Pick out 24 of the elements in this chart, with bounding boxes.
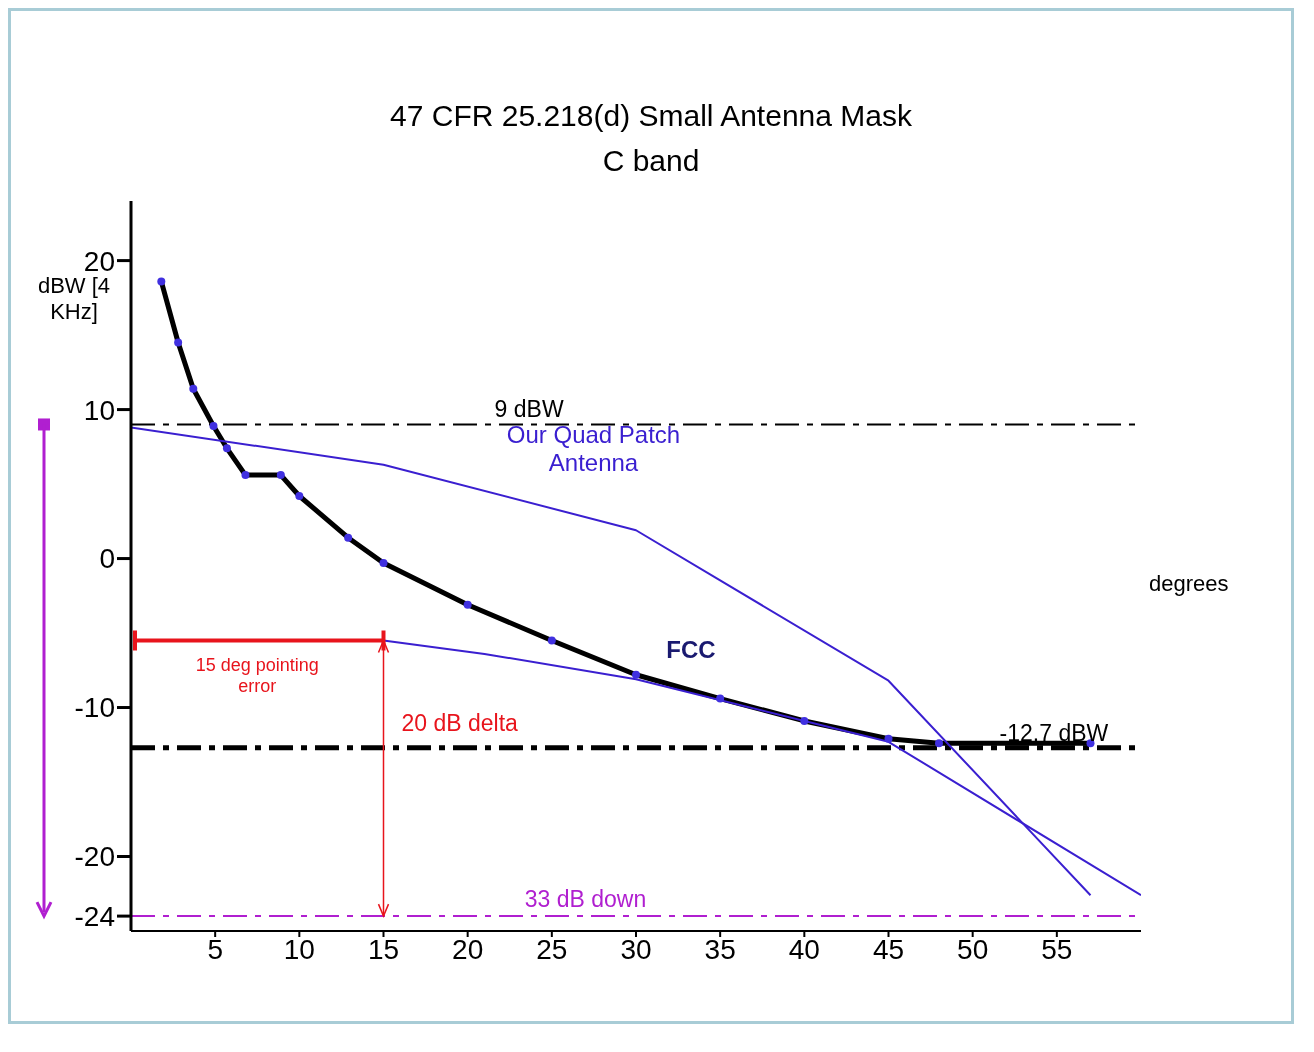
series-label: FCC (665, 635, 717, 664)
y-tick-label: -20 (74, 841, 115, 873)
chart-subtitle: C band (601, 144, 701, 178)
x-tick-label: 55 (1041, 933, 1073, 965)
x-tick-label: 45 (872, 933, 905, 965)
ref-line-label: -12.7 dBW (999, 719, 1110, 747)
x-tick-label: 50 (957, 933, 989, 965)
y-tick-label: -10 (74, 692, 115, 724)
annotation: 20 dB delta (401, 710, 519, 738)
x-tick-label: 35 (704, 933, 736, 965)
x-tick-label: 15 (367, 933, 400, 965)
y-tick-label: 0 (99, 543, 115, 575)
x-tick-label: 25 (536, 933, 568, 965)
chart-title: 47 CFR 25.218(d) Small Antenna Mask (389, 99, 913, 133)
x-tick-label: 5 (207, 933, 223, 965)
x-tick-label: 40 (788, 933, 820, 965)
x-tick-label: 10 (283, 933, 315, 965)
y-tick-label: -24 (74, 901, 115, 933)
y-tick-label: 10 (83, 394, 115, 426)
x-tick-label: 20 (452, 933, 484, 965)
ref-line-label: 33 dB down (523, 886, 648, 914)
x-axis-title: degrees (1149, 570, 1229, 597)
x-tick-label: 30 (620, 933, 652, 965)
annotation: 15 deg pointing error (194, 655, 320, 698)
